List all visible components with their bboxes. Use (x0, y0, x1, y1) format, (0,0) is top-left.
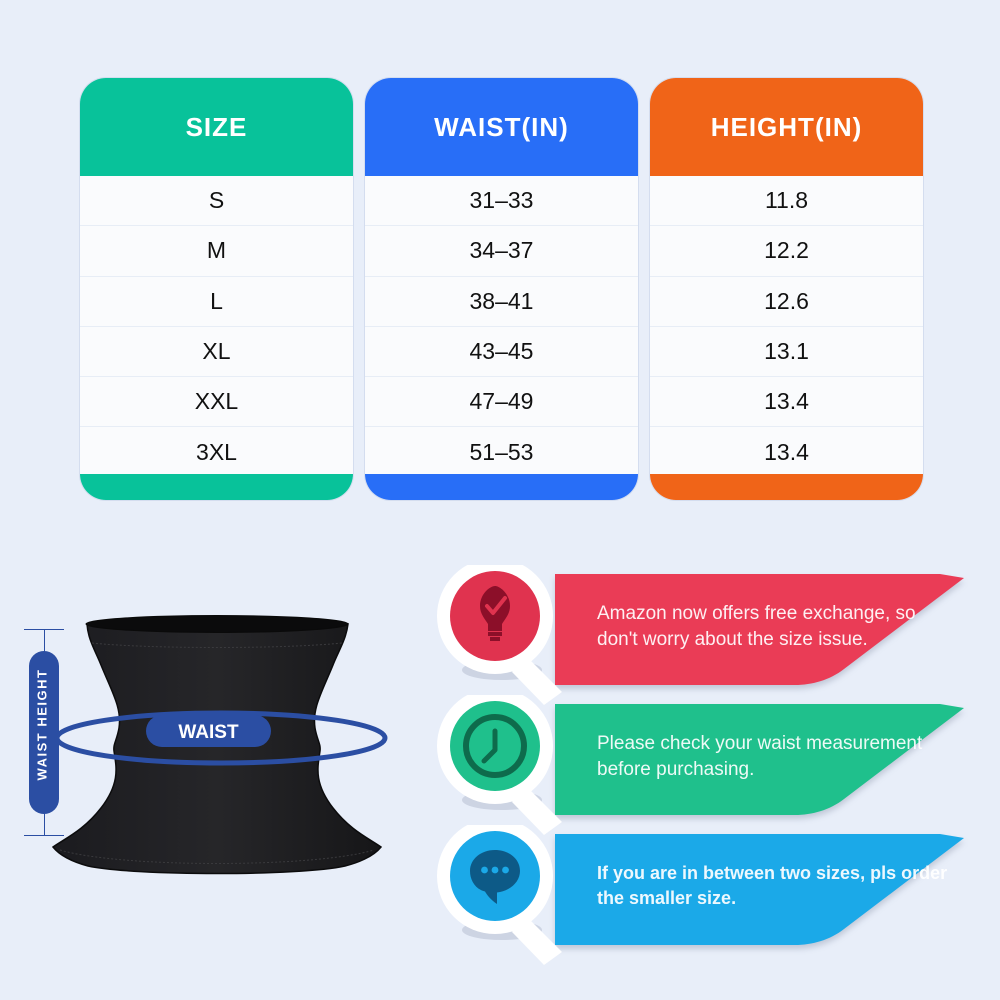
svg-text:WAIST: WAIST (178, 722, 239, 743)
